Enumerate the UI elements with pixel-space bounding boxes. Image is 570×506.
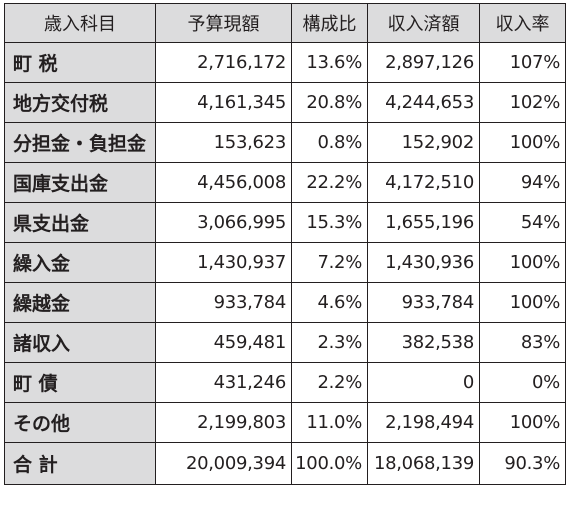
rate-cell: 54% [479, 202, 566, 243]
ratio-cell: 4.6% [291, 282, 368, 323]
rate-cell: 83% [479, 322, 566, 363]
rate-cell: 100% [479, 122, 566, 163]
received-cell: 2,897,126 [367, 42, 480, 83]
rate-cell: 94% [479, 162, 566, 203]
table-row: 地方交付税 4,161,345 20.8% 4,244,653 102% [4, 82, 566, 123]
row-label: その他 [4, 402, 156, 443]
table-row: その他 2,199,803 11.0% 2,198,494 100% [4, 402, 566, 443]
table-row: 繰入金 1,430,937 7.2% 1,430,936 100% [4, 242, 566, 283]
total-budget-cell: 20,009,394 [155, 442, 292, 485]
row-label: 町 税 [4, 42, 156, 83]
budget-cell: 431,246 [155, 362, 292, 403]
budget-cell: 2,199,803 [155, 402, 292, 443]
total-rate-cell: 90.3% [479, 442, 566, 485]
received-cell: 2,198,494 [367, 402, 480, 443]
row-label: 繰越金 [4, 282, 156, 323]
row-label: 地方交付税 [4, 82, 156, 123]
rate-cell: 100% [479, 402, 566, 443]
total-received-cell: 18,068,139 [367, 442, 480, 485]
received-cell: 1,430,936 [367, 242, 480, 283]
ratio-cell: 22.2% [291, 162, 368, 203]
budget-cell: 933,784 [155, 282, 292, 323]
ratio-cell: 2.3% [291, 322, 368, 363]
table-row: 分担金・負担金 153,623 0.8% 152,902 100% [4, 122, 566, 163]
rate-cell: 0% [479, 362, 566, 403]
total-label: 合 計 [4, 442, 156, 485]
budget-cell: 4,161,345 [155, 82, 292, 123]
ratio-cell: 7.2% [291, 242, 368, 283]
total-row: 合 計 20,009,394 100.0% 18,068,139 90.3% [4, 442, 566, 485]
table-row: 諸収入 459,481 2.3% 382,538 83% [4, 322, 566, 363]
row-label: 繰入金 [4, 242, 156, 283]
row-label: 県支出金 [4, 202, 156, 243]
ratio-cell: 11.0% [291, 402, 368, 443]
rate-cell: 102% [479, 82, 566, 123]
rate-cell: 100% [479, 242, 566, 283]
row-label: 国庫支出金 [4, 162, 156, 203]
header-collection-rate: 収入率 [479, 3, 566, 43]
rate-cell: 100% [479, 282, 566, 323]
ratio-cell: 20.8% [291, 82, 368, 123]
table-row: 町 債 431,246 2.2% 0 0% [4, 362, 566, 403]
header-budget-amount: 予算現額 [155, 3, 292, 43]
table-body: 町 税 2,716,172 13.6% 2,897,126 107% 地方交付税… [4, 42, 566, 485]
table-row: 県支出金 3,066,995 15.3% 1,655,196 54% [4, 202, 566, 243]
table-row: 繰越金 933,784 4.6% 933,784 100% [4, 282, 566, 323]
received-cell: 0 [367, 362, 480, 403]
received-cell: 382,538 [367, 322, 480, 363]
table-row: 町 税 2,716,172 13.6% 2,897,126 107% [4, 42, 566, 83]
received-cell: 4,244,653 [367, 82, 480, 123]
total-ratio-cell: 100.0% [291, 442, 368, 485]
received-cell: 4,172,510 [367, 162, 480, 203]
budget-cell: 2,716,172 [155, 42, 292, 83]
received-cell: 152,902 [367, 122, 480, 163]
ratio-cell: 13.6% [291, 42, 368, 83]
ratio-cell: 0.8% [291, 122, 368, 163]
revenue-budget-table: 歳入科目 予算現額 構成比 収入済額 収入率 町 税 2,716,172 13.… [4, 3, 566, 485]
budget-cell: 4,456,008 [155, 162, 292, 203]
table-header: 歳入科目 予算現額 構成比 収入済額 収入率 [4, 3, 566, 43]
header-row: 歳入科目 予算現額 構成比 収入済額 収入率 [4, 3, 566, 43]
budget-cell: 3,066,995 [155, 202, 292, 243]
row-label: 諸収入 [4, 322, 156, 363]
header-received-amount: 収入済額 [367, 3, 480, 43]
header-composition-ratio: 構成比 [291, 3, 368, 43]
received-cell: 933,784 [367, 282, 480, 323]
table-row: 国庫支出金 4,456,008 22.2% 4,172,510 94% [4, 162, 566, 203]
ratio-cell: 2.2% [291, 362, 368, 403]
header-revenue-item: 歳入科目 [4, 3, 156, 43]
rate-cell: 107% [479, 42, 566, 83]
received-cell: 1,655,196 [367, 202, 480, 243]
row-label: 分担金・負担金 [4, 122, 156, 163]
budget-cell: 153,623 [155, 122, 292, 163]
budget-cell: 459,481 [155, 322, 292, 363]
row-label: 町 債 [4, 362, 156, 403]
ratio-cell: 15.3% [291, 202, 368, 243]
budget-cell: 1,430,937 [155, 242, 292, 283]
